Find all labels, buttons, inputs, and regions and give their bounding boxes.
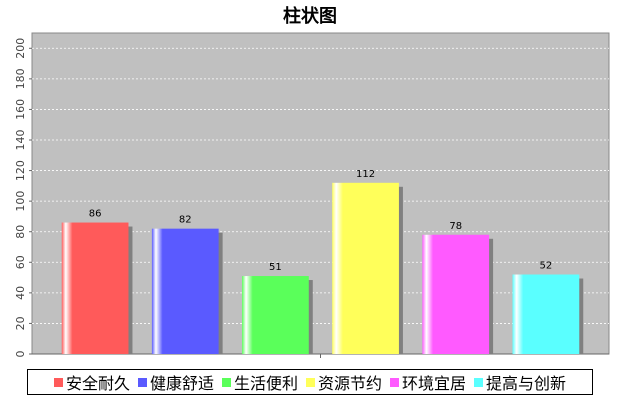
legend-item: 资源节约 <box>306 370 382 394</box>
legend-label: 环境宜居 <box>402 374 467 393</box>
y-tick-label: 180 <box>14 68 27 89</box>
y-tick-label: 120 <box>14 160 27 181</box>
y-tick-label: 20 <box>14 316 27 330</box>
data-label: 52 <box>540 261 553 272</box>
legend-label: 生活便利 <box>233 374 298 393</box>
legend-label: 提高与创新 <box>486 374 567 393</box>
legend: 安全耐久 健康舒适 生活便利 资源节约 环境宜居 提高与创新 <box>27 369 593 395</box>
data-label: 78 <box>449 221 462 232</box>
bar-提高与创新 <box>512 274 580 354</box>
legend-swatch <box>306 377 315 387</box>
legend-swatch <box>390 377 400 387</box>
bar-健康舒适 <box>151 228 219 354</box>
legend-item: 提高与创新 <box>474 370 566 394</box>
legend-swatch <box>221 377 231 387</box>
y-tick-label: 60 <box>14 255 27 269</box>
legend-swatch <box>474 377 484 387</box>
legend-item: 健康舒适 <box>137 370 214 394</box>
legend-label: 健康舒适 <box>149 374 214 393</box>
y-tick-label: 100 <box>14 191 27 212</box>
y-tick-label: 40 <box>14 286 27 300</box>
y-tick-label: 160 <box>14 99 27 120</box>
data-label: 51 <box>269 262 282 273</box>
legend-swatch <box>53 377 63 387</box>
bar-资源节约 <box>332 182 399 354</box>
y-tick-label: 200 <box>14 38 27 59</box>
data-label: 112 <box>356 169 375 180</box>
legend-item: 环境宜居 <box>390 370 466 394</box>
legend-item: 生活便利 <box>221 370 298 394</box>
y-tick-label: 140 <box>14 130 27 151</box>
legend-label: 资源节约 <box>318 374 383 393</box>
legend-swatch <box>137 377 147 387</box>
bar-安全耐久 <box>61 222 129 354</box>
bar-环境宜居 <box>422 234 490 354</box>
bar-生活便利 <box>242 276 309 354</box>
chart-title: 柱状图 <box>283 6 337 27</box>
y-tick-label: 0 <box>14 351 27 358</box>
y-tick-label: 80 <box>14 225 27 239</box>
data-label: 86 <box>89 209 102 220</box>
data-label: 82 <box>179 215 192 226</box>
legend-label: 安全耐久 <box>65 374 130 393</box>
legend-item: 安全耐久 <box>53 370 130 394</box>
